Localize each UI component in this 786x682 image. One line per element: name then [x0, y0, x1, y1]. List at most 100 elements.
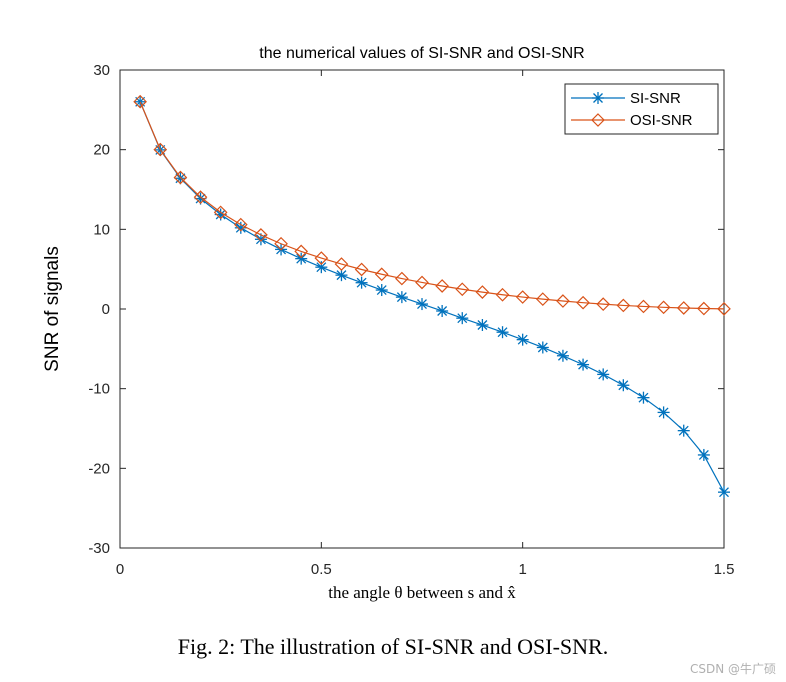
- marker-stroke: [598, 369, 609, 380]
- data-point-osi-snr: [133, 94, 147, 109]
- data-point-si-snr: [577, 358, 590, 371]
- y-tick-label: -20: [88, 460, 110, 477]
- data-point-si-snr: [516, 333, 529, 346]
- marker-stroke: [356, 277, 367, 288]
- marker-stroke: [578, 359, 589, 370]
- figure-caption: Fig. 2: The illustration of SI-SNR and O…: [177, 634, 609, 659]
- data-point-osi-snr: [455, 282, 470, 297]
- marker-stroke: [417, 299, 427, 310]
- marker-stroke: [396, 292, 407, 303]
- data-point-si-snr: [718, 486, 730, 499]
- legend-marker: [592, 92, 604, 104]
- data-point-osi-snr: [193, 190, 208, 204]
- marker-stroke: [195, 193, 206, 204]
- x-tick-label: 0.5: [311, 561, 332, 578]
- x-tick-label: 1: [518, 561, 526, 578]
- data-point-si-snr: [355, 276, 368, 289]
- data-point-osi-snr: [697, 301, 711, 316]
- marker-stroke: [618, 380, 629, 391]
- data-point-osi-snr: [435, 279, 449, 293]
- y-tick-label: 10: [93, 221, 110, 238]
- data-point-si-snr: [697, 448, 710, 461]
- data-point-si-snr: [335, 269, 348, 282]
- data-point-si-snr: [556, 349, 569, 362]
- data-point-osi-snr: [274, 236, 288, 251]
- data-point-osi-snr: [515, 290, 530, 304]
- chart-title: the numerical values of SI-SNR and OSI-S…: [259, 45, 584, 62]
- data-point-si-snr: [375, 284, 388, 297]
- marker-stroke: [457, 313, 468, 324]
- data-point-si-snr: [295, 252, 308, 265]
- data-point-si-snr: [436, 304, 449, 317]
- marker-stroke: [557, 350, 568, 361]
- data-point-osi-snr: [636, 299, 651, 314]
- y-tick-label: 0: [102, 301, 110, 318]
- legend-label: OSI-SNR: [630, 112, 693, 129]
- legend-marker: [591, 113, 605, 127]
- legend: SI-SNR OSI-SNR: [564, 83, 719, 135]
- marker-stroke: [336, 270, 347, 281]
- marker-stroke: [477, 320, 488, 330]
- data-point-si-snr: [234, 221, 247, 234]
- marker-stroke: [638, 392, 649, 403]
- data-point-si-snr: [476, 319, 489, 332]
- data-point-osi-snr: [535, 292, 550, 306]
- data-point-si-snr: [496, 326, 509, 339]
- data-point-osi-snr: [656, 300, 671, 315]
- marker-stroke: [497, 327, 508, 338]
- marker-stroke: [296, 253, 307, 264]
- marker-stroke: [215, 209, 226, 220]
- data-point-osi-snr: [395, 271, 409, 286]
- marker-stroke: [658, 407, 669, 418]
- data-point-osi-snr: [254, 228, 268, 242]
- marker-stroke: [719, 487, 729, 498]
- marker-stroke: [235, 222, 246, 233]
- data-point-si-snr: [637, 391, 650, 404]
- data-point-osi-snr: [556, 294, 570, 308]
- data-point-osi-snr: [233, 217, 248, 232]
- data-point-osi-snr: [354, 262, 369, 277]
- data-point-osi-snr: [173, 170, 188, 185]
- data-point-si-snr: [416, 298, 428, 311]
- y-tick-label: -10: [88, 381, 110, 398]
- data-point-osi-snr: [616, 298, 631, 313]
- legend-box: [564, 83, 719, 135]
- data-point-osi-snr: [717, 301, 731, 316]
- data-point-si-snr: [617, 379, 630, 392]
- y-tick-label: 20: [93, 142, 110, 159]
- marker-stroke: [517, 334, 528, 345]
- data-point-osi-snr: [415, 275, 429, 290]
- legend-label: SI-SNR: [630, 90, 681, 107]
- data-point-osi-snr: [213, 205, 228, 220]
- marker-stroke: [316, 262, 327, 273]
- data-point-si-snr: [315, 261, 328, 274]
- marker-stroke: [593, 93, 603, 103]
- y-axis-label: SNR of signals: [42, 246, 63, 372]
- marker-stroke: [437, 306, 448, 316]
- watermark: CSDN @牛广硕: [689, 662, 776, 676]
- x-tick-label: 1.5: [714, 561, 735, 578]
- data-point-osi-snr: [475, 285, 490, 299]
- y-tick-label: -30: [88, 540, 110, 557]
- data-point-osi-snr: [495, 287, 510, 302]
- marker-stroke: [698, 449, 709, 460]
- data-point-osi-snr: [596, 297, 611, 311]
- data-point-osi-snr: [294, 244, 309, 259]
- data-point-si-snr: [395, 291, 408, 304]
- data-point-osi-snr: [676, 301, 691, 315]
- data-point-osi-snr: [334, 257, 349, 271]
- series-line-si-snr: [139, 101, 725, 493]
- x-axis-label: the angle θ between s and x̂: [328, 583, 516, 602]
- data-point-si-snr: [597, 368, 610, 381]
- data-point-osi-snr: [374, 267, 389, 282]
- data-point-si-snr: [657, 406, 670, 419]
- marker-stroke: [678, 425, 689, 436]
- marker-stroke: [376, 285, 387, 295]
- data-point-osi-snr: [576, 295, 590, 310]
- data-point-osi-snr: [314, 251, 329, 265]
- data-point-osi-snr: [153, 142, 168, 157]
- x-tick-label: 0: [116, 561, 124, 578]
- chart: the numerical values of SI-SNR and OSI-S…: [42, 45, 735, 602]
- y-tick-label: 30: [93, 62, 110, 79]
